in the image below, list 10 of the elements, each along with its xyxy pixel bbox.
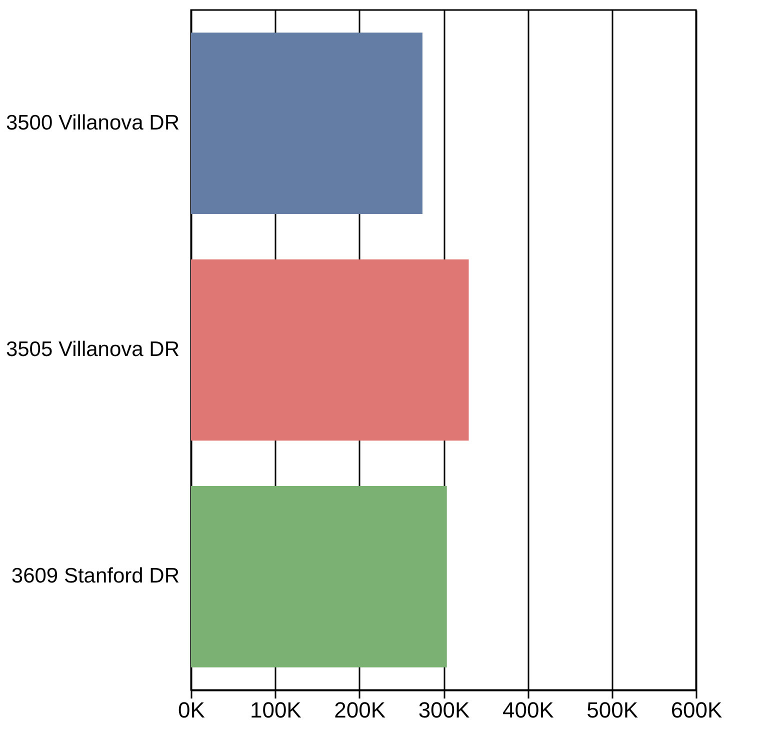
y-tick-label: 3505 Villanova DR — [6, 338, 180, 361]
x-tick-label: 400K — [502, 698, 554, 722]
x-tick-label: 0K — [178, 698, 206, 722]
x-tick-label: 500K — [586, 698, 638, 722]
y-tick-label: 3609 Stanford DR — [11, 564, 180, 588]
x-tick-label: 100K — [250, 698, 302, 722]
x-tick-label: 600K — [670, 698, 723, 722]
y-tick-label: 3500 Villanova DR — [6, 111, 180, 134]
x-tick-label: 200K — [334, 698, 386, 722]
x-tick-label: 300K — [418, 698, 470, 722]
